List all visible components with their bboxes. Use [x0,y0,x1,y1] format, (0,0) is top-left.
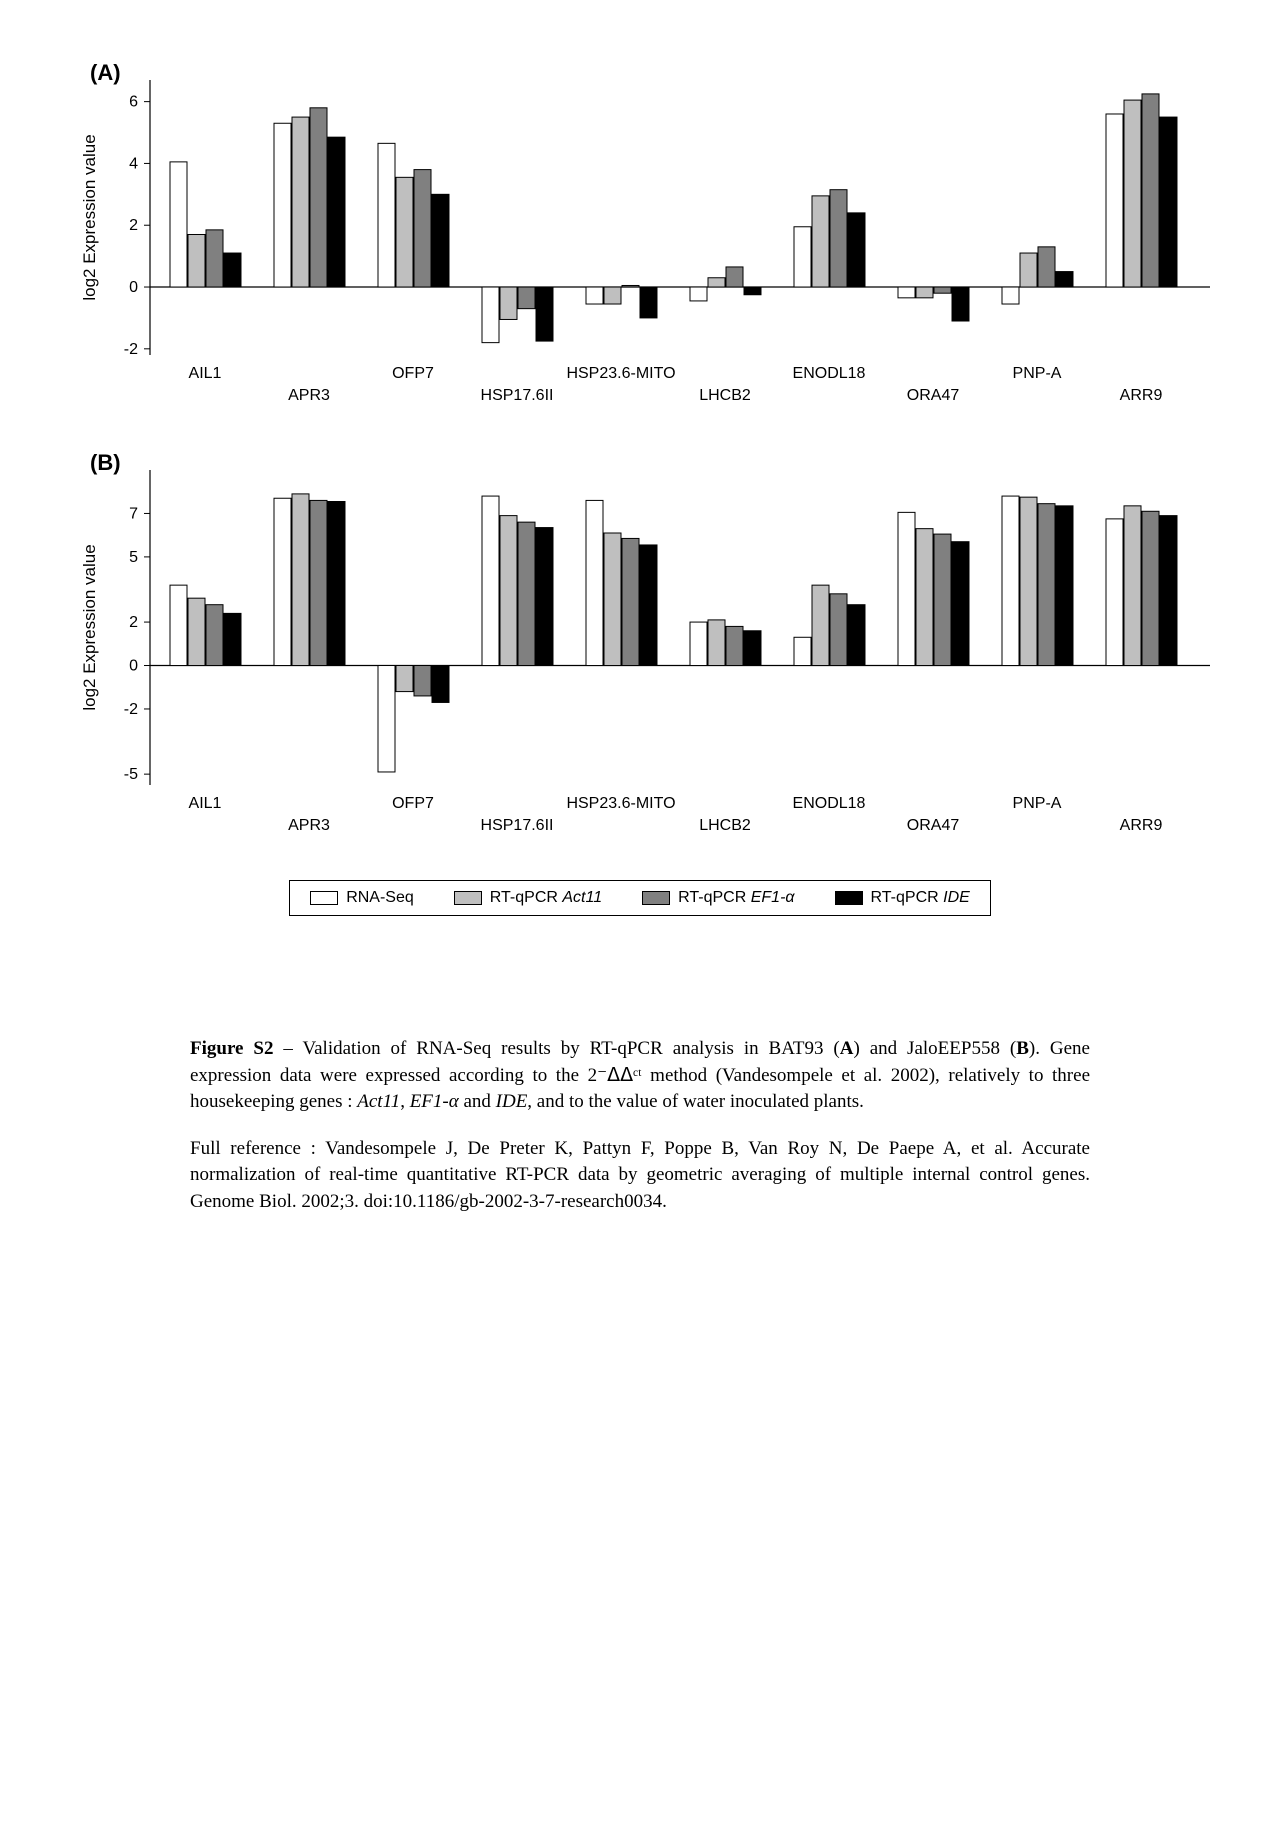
caption-body: – Validation of RNA-Seq results by RT-qP… [190,1038,1090,1112]
legend: RNA-Seq RT-qPCR Act11 RT-qPCR EF1-α RT-qPCR… [289,880,991,916]
chart-a: -2 0 2 4 6 log2 Expression value AIL1 APR3 OFP7 H… [50,60,1230,420]
svg-text:ARR9: ARR9 [1120,387,1163,404]
svg-text:PNP-A: PNP-A [1013,795,1062,812]
svg-text:ARR9: ARR9 [1120,817,1163,834]
svg-text:HSP17.6II: HSP17.6II [481,387,554,404]
svg-text:HSP23.6-MITO: HSP23.6-MITO [566,365,675,382]
legend-swatch [310,891,338,905]
svg-text:OFP7: OFP7 [392,365,434,382]
svg-text:-2: -2 [124,341,138,358]
svg-text:7: 7 [129,505,138,522]
legend-label: RT-qPCR IDE [871,889,970,907]
figure-caption: Figure S2 – Validation of RNA-Seq result… [190,1036,1090,1216]
svg-text:ORA47: ORA47 [907,817,960,834]
svg-text:AIL1: AIL1 [189,365,222,382]
svg-text:6: 6 [129,94,138,111]
svg-text:AIL1: AIL1 [189,795,222,812]
panel-b: (B) -5 -2 0 2 5 7 log2 Expression value AIL1 APR… [50,450,1230,850]
svg-text:HSP23.6-MITO: HSP23.6-MITO [566,795,675,812]
svg-text:OFP7: OFP7 [392,795,434,812]
svg-text:LHCB2: LHCB2 [699,817,751,834]
legend-item-rna_seq: RNA-Seq [310,889,414,907]
svg-text:5: 5 [129,549,138,566]
svg-text:HSP17.6II: HSP17.6II [481,817,554,834]
panel-a-label: (A) [90,60,121,86]
svg-text:ORA47: ORA47 [907,387,960,404]
svg-text:LHCB2: LHCB2 [699,387,751,404]
caption-reference: Full reference : Vandesompele J, De Pret… [190,1136,1090,1216]
svg-text:0: 0 [129,279,138,296]
legend-swatch [642,891,670,905]
svg-text:2: 2 [129,217,138,234]
svg-text:ENODL18: ENODL18 [793,795,866,812]
legend-item-act11: RT-qPCR Act11 [454,889,602,907]
legend-label: RT-qPCR EF1-α [678,889,794,907]
svg-text:log2 Expression value: log2 Expression value [80,544,99,710]
svg-text:2: 2 [129,614,138,631]
svg-text:-2: -2 [124,701,138,718]
svg-text:APR3: APR3 [288,817,330,834]
svg-text:0: 0 [129,658,138,675]
legend-swatch [835,891,863,905]
svg-text:-5: -5 [124,766,138,783]
legend-swatch [454,891,482,905]
caption-fig-label: Figure S2 [190,1038,273,1059]
svg-text:PNP-A: PNP-A [1013,365,1062,382]
panel-b-label: (B) [90,450,121,476]
panel-a: (A) -2 0 2 4 6 log2 Expression value AIL1 APR3 O… [50,60,1230,420]
svg-text:ENODL18: ENODL18 [793,365,866,382]
svg-text:4: 4 [129,155,138,172]
legend-label: RNA-Seq [346,889,414,907]
legend-item-ef1a: RT-qPCR EF1-α [642,889,794,907]
svg-text:APR3: APR3 [288,387,330,404]
svg-text:log2 Expression value: log2 Expression value [80,134,99,300]
legend-label: RT-qPCR Act11 [490,889,602,907]
legend-item-ide: RT-qPCR IDE [835,889,970,907]
chart-b: -5 -2 0 2 5 7 log2 Expression value AIL1 APR3 OFP… [50,450,1230,850]
